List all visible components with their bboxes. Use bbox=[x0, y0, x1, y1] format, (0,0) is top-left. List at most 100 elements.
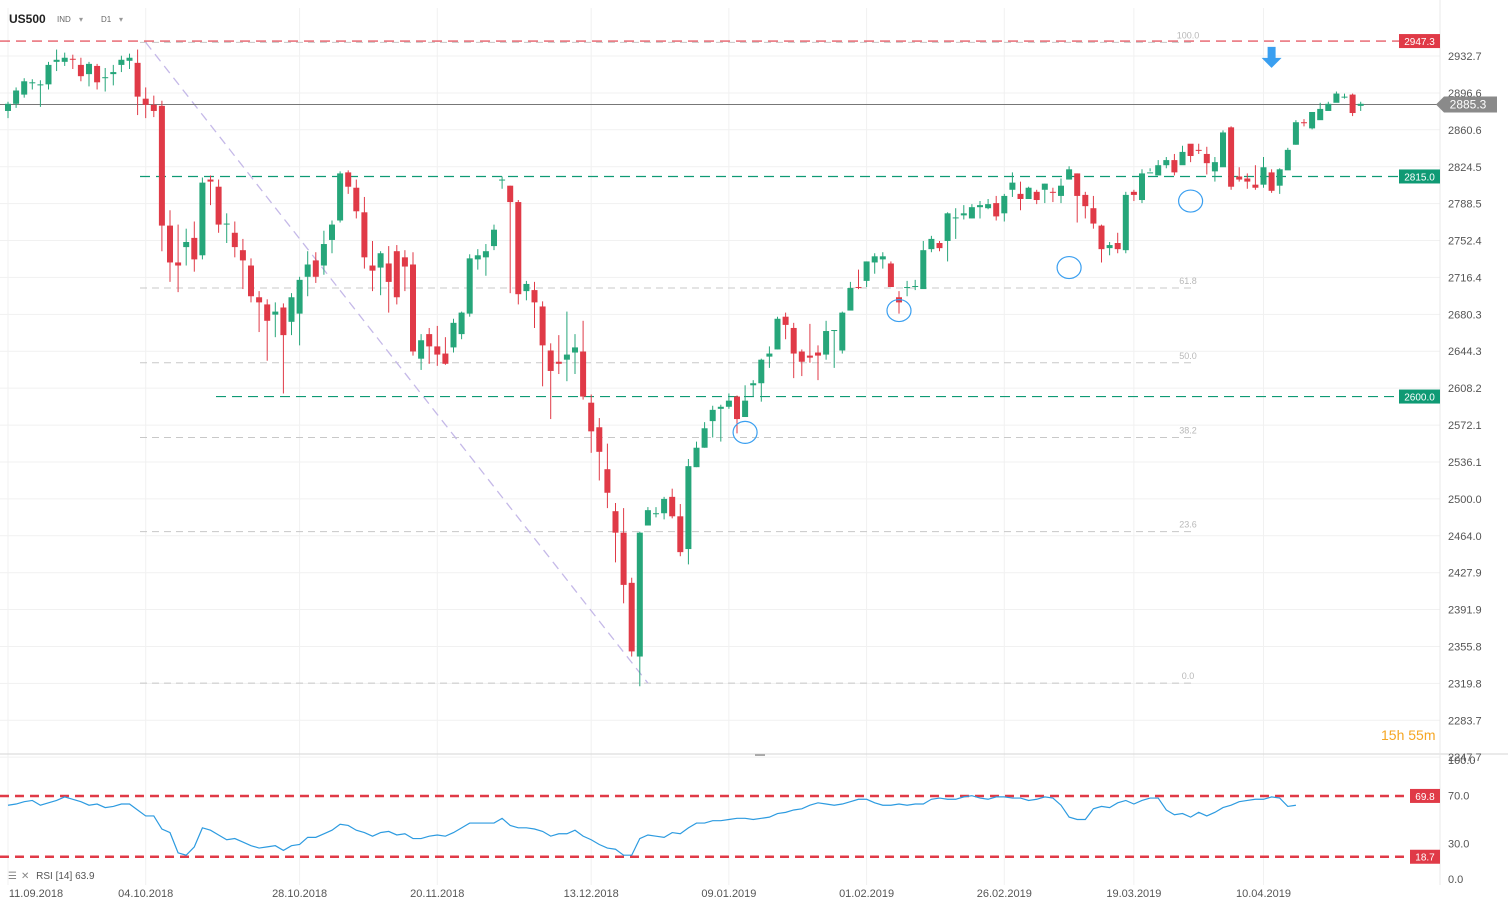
resistance-price-tag[interactable]: 2947.3 bbox=[1399, 34, 1440, 49]
candle-body bbox=[320, 244, 327, 266]
candle-body bbox=[798, 351, 805, 362]
candle-body bbox=[1292, 122, 1299, 145]
candle-body bbox=[904, 287, 911, 289]
candle-body bbox=[126, 57, 133, 61]
candle-body bbox=[912, 285, 919, 287]
candle-body bbox=[1139, 173, 1145, 201]
candle-body bbox=[871, 256, 878, 263]
candle-body bbox=[774, 318, 781, 350]
candle-body bbox=[1203, 153, 1210, 164]
candle-body bbox=[879, 256, 886, 260]
fib-level-label: 61.8 bbox=[1179, 276, 1197, 286]
candle-body bbox=[61, 57, 68, 62]
rsi-line bbox=[7, 795, 1296, 856]
price-axis[interactable]: 2932.72896.62860.62824.52788.52752.42716… bbox=[1399, 34, 1497, 764]
candle-body bbox=[952, 217, 959, 219]
candle-body bbox=[1106, 245, 1113, 249]
candle-body bbox=[1114, 243, 1121, 250]
time-axis[interactable]: 11.09.2018 04.10.2018 28.10.2018 20.11.2018… bbox=[9, 888, 1291, 900]
candle-body bbox=[1082, 194, 1089, 207]
candle-body bbox=[385, 263, 392, 282]
horizontal-levels[interactable] bbox=[0, 40, 1440, 398]
candle-body bbox=[960, 213, 967, 216]
fib-level-label: 38.2 bbox=[1179, 425, 1197, 435]
candle-body bbox=[191, 237, 198, 260]
caret-down-icon[interactable]: ▾ bbox=[119, 15, 124, 24]
candle-body bbox=[450, 322, 457, 348]
support-price-tag-text: 2600.0 bbox=[1404, 393, 1435, 404]
candle-body bbox=[1211, 162, 1218, 172]
countdown-hours: 15h bbox=[1381, 727, 1405, 743]
candle-body bbox=[758, 359, 765, 384]
candle-body bbox=[734, 396, 740, 420]
price-tick-label: 2716.4 bbox=[1448, 272, 1482, 284]
fib-level-label: 23.6 bbox=[1179, 520, 1197, 530]
close-icon[interactable]: ✕ bbox=[20, 871, 30, 882]
candle-body bbox=[653, 513, 659, 515]
candle-body bbox=[815, 352, 821, 356]
fib-level-label: 50.0 bbox=[1179, 351, 1197, 361]
candle-body bbox=[644, 510, 651, 526]
price-tick-label: 2644.3 bbox=[1448, 346, 1482, 358]
price-tick-label: 2572.1 bbox=[1448, 420, 1482, 432]
rsi-level-tag-text: 18.7 bbox=[1415, 853, 1435, 864]
downtrend-line[interactable] bbox=[145, 41, 649, 684]
rsi-level-tag bbox=[1410, 849, 1440, 864]
countdown-minutes: 55m bbox=[1408, 727, 1436, 743]
candle-body bbox=[1187, 143, 1194, 157]
candle-body bbox=[401, 257, 408, 267]
candle-body bbox=[669, 496, 676, 517]
candle-body bbox=[329, 224, 335, 240]
current-price-tag[interactable]: 2885.3 bbox=[1436, 96, 1497, 113]
candle-body bbox=[304, 264, 311, 277]
candle-body bbox=[1195, 149, 1202, 151]
candle-body bbox=[1309, 111, 1316, 129]
candle-body bbox=[782, 316, 789, 325]
symbol-name[interactable]: US500 bbox=[9, 12, 46, 26]
candle-body bbox=[1033, 191, 1040, 201]
candle-body bbox=[936, 243, 943, 249]
price-tick-label: 2860.6 bbox=[1448, 125, 1482, 137]
support-price-tag[interactable]: 2600.0 bbox=[1399, 389, 1440, 404]
price-tick-label: 2932.7 bbox=[1448, 51, 1482, 63]
candle-body bbox=[199, 182, 206, 256]
candle-body bbox=[1163, 160, 1170, 166]
rsi-level-tag-text: 69.8 bbox=[1415, 792, 1435, 803]
support-price-tag[interactable]: 2815.0 bbox=[1399, 169, 1440, 184]
candle-body bbox=[1268, 172, 1275, 191]
rsi-tick-label: 70.0 bbox=[1448, 791, 1469, 803]
caret-down-icon[interactable]: ▾ bbox=[79, 15, 84, 24]
price-tick-label: 2427.9 bbox=[1448, 568, 1482, 580]
support-price-tag-text: 2815.0 bbox=[1404, 172, 1435, 183]
timeframe-selector[interactable]: D1 bbox=[101, 15, 112, 24]
candle-body bbox=[280, 307, 287, 336]
candle-body bbox=[13, 90, 20, 104]
candle-body bbox=[920, 250, 927, 290]
panel-icon[interactable]: ☰ bbox=[8, 871, 17, 882]
market-type: IND bbox=[57, 15, 71, 24]
candle-body bbox=[215, 186, 222, 225]
candle-body bbox=[588, 402, 595, 432]
candle-body bbox=[1317, 108, 1324, 121]
candle-body bbox=[102, 77, 109, 79]
candle-body bbox=[410, 264, 416, 352]
price-tick-label: 2824.5 bbox=[1448, 162, 1482, 174]
candle-body bbox=[580, 351, 587, 397]
candle-body bbox=[499, 179, 506, 181]
price-tick-label: 2536.1 bbox=[1448, 457, 1482, 469]
candle-body bbox=[53, 59, 60, 62]
price-grid bbox=[0, 0, 1508, 885]
candle-body bbox=[1098, 225, 1105, 250]
candle-body bbox=[515, 202, 522, 295]
candle-body bbox=[458, 312, 465, 335]
candle-body bbox=[1357, 103, 1364, 106]
fibonacci-retracement[interactable]: 100.0 61.8 50.0 38.2 23.6 0.0 bbox=[140, 30, 1199, 684]
candle-body bbox=[847, 288, 854, 311]
candle-body bbox=[29, 82, 36, 84]
trend-line[interactable] bbox=[145, 41, 649, 684]
candle-body bbox=[1090, 208, 1097, 224]
candle-body bbox=[1122, 194, 1129, 251]
candle-body bbox=[474, 255, 481, 260]
candle-body bbox=[1333, 93, 1340, 103]
